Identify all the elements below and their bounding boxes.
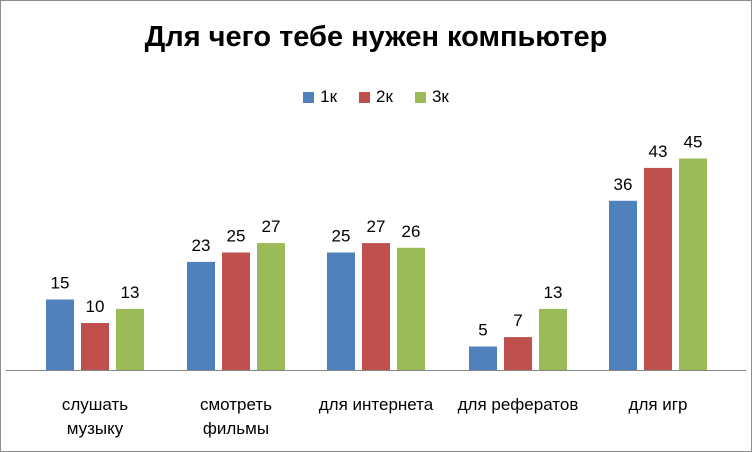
bar-3к-4: [679, 158, 707, 370]
legend-item-1k: 1к: [303, 87, 337, 107]
legend-item-3k: 3к: [414, 87, 449, 107]
x-tick-label-3-0: для рефератов: [458, 395, 579, 414]
legend-label-3k: 3к: [431, 87, 449, 106]
bar-1к-0: [46, 299, 74, 370]
x-tick-label-1-0: смотреть: [200, 395, 272, 414]
legend-swatch-2k: [359, 91, 371, 103]
data-label-2к-4: 43: [649, 142, 668, 161]
x-tick-label-1-1: фильмы: [203, 419, 269, 438]
x-tick-label-0-1: музыку: [67, 419, 124, 438]
chart-legend: 1к 2к 3к: [1, 87, 751, 107]
data-label-3к-0: 13: [121, 283, 140, 302]
bar-2к-0: [81, 323, 109, 370]
data-label-3к-3: 13: [544, 283, 563, 302]
chart-title: Для чего тебе нужен компьютер: [144, 21, 608, 53]
legend-swatch-3k: [414, 91, 426, 103]
bar-2к-4: [644, 167, 672, 370]
legend-label-1k: 1к: [320, 87, 338, 106]
bar-1к-3: [469, 346, 497, 370]
bar-2к-2: [362, 243, 390, 370]
bar-3к-3: [539, 308, 567, 370]
data-label-3к-4: 45: [684, 133, 703, 152]
bar-1к-2: [327, 252, 355, 370]
legend-item-2k: 2к: [359, 87, 393, 107]
data-label-1к-3: 5: [478, 321, 487, 340]
data-label-1к-0: 15: [51, 274, 70, 293]
bar-1к-4: [609, 200, 637, 370]
legend-label-2k: 2к: [376, 87, 393, 106]
bar-2к-1: [222, 252, 250, 370]
data-label-1к-1: 23: [192, 236, 211, 255]
bar-3к-1: [257, 243, 285, 370]
data-label-2к-1: 25: [227, 227, 246, 246]
data-label-3к-2: 26: [402, 222, 421, 241]
data-label-2к-0: 10: [86, 297, 105, 316]
legend-swatch-1k: [303, 91, 315, 103]
bar-3к-2: [397, 247, 425, 370]
x-tick-label-4-0: для игр: [629, 395, 688, 414]
data-label-2к-2: 27: [367, 217, 386, 236]
bar-2к-3: [504, 337, 532, 370]
bar-1к-1: [187, 261, 215, 370]
x-tick-label-0-0: слушать: [62, 395, 128, 414]
data-label-1к-4: 36: [614, 175, 633, 194]
data-label-1к-2: 25: [332, 227, 351, 246]
bar-3к-0: [116, 308, 144, 370]
x-tick-label-2-0: для интернета: [319, 395, 434, 414]
data-label-2к-3: 7: [513, 311, 522, 330]
data-label-3к-1: 27: [262, 217, 281, 236]
